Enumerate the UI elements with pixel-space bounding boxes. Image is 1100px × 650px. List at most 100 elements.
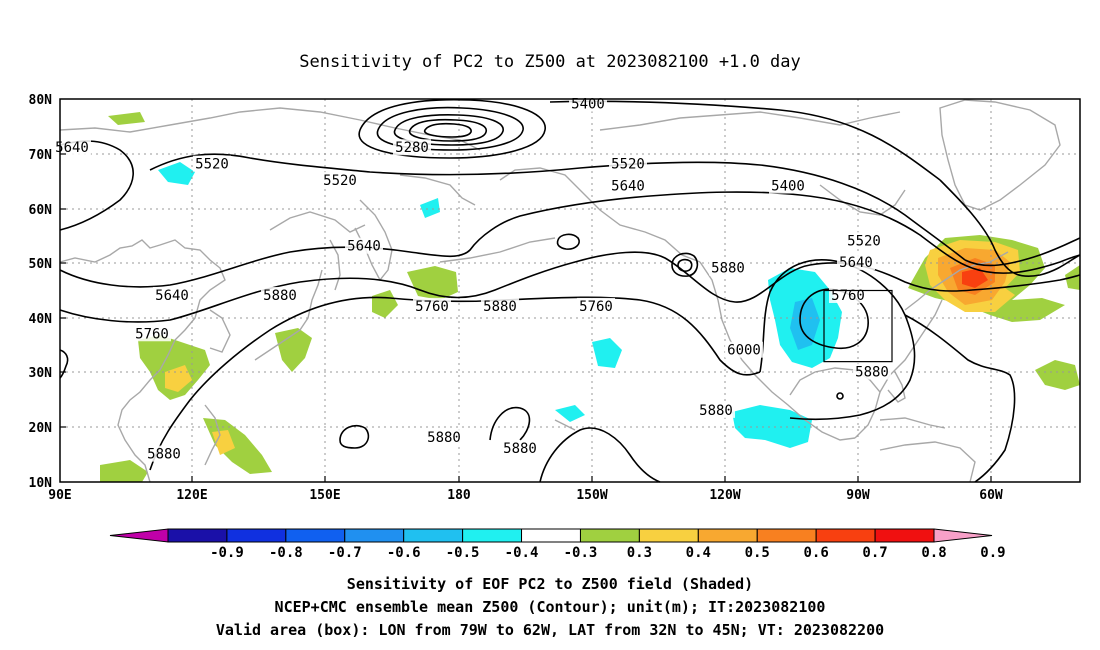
contour-label-bg — [609, 155, 647, 172]
contour-label-bg — [501, 440, 539, 457]
shading-0.8-canada — [962, 268, 988, 288]
coastline-hawaii — [554, 419, 576, 431]
coastline-north-america-east — [904, 251, 1009, 311]
coastline-north-america-west — [699, 261, 856, 441]
contour-5760-east — [971, 274, 1081, 291]
shading-0.4-south-china — [100, 460, 148, 482]
contour-6000-high — [799, 288, 869, 350]
colorbar-label: 0.9 — [980, 545, 1005, 561]
xtick-label: 90W — [846, 488, 870, 503]
colorbar-swatch — [344, 528, 405, 543]
colorbar-label: -0.7 — [328, 545, 362, 561]
contour-label-bg — [193, 155, 231, 172]
y-axis-labels: 80N 70N 60N 50N 40N 30N 20N 10N — [29, 93, 53, 491]
ytick-label: 50N — [29, 257, 53, 272]
xtick-label: 60W — [979, 488, 1003, 503]
shading-0.4-atlantic — [1035, 360, 1080, 390]
contour-label-bg — [345, 237, 383, 254]
contour-label: 5760 — [579, 299, 613, 315]
contour-label-bg — [481, 297, 519, 314]
shading-0.4-kuril — [407, 266, 458, 300]
colorbar-swatch — [579, 528, 640, 543]
shading-neg-0.3-central-pac — [555, 405, 585, 422]
colorbar-swatch — [462, 528, 523, 543]
contour-label-bg — [853, 363, 891, 380]
contour-label-bg — [845, 232, 883, 249]
contour-5280-inner3 — [409, 118, 487, 142]
coastline-east-asia — [59, 239, 226, 483]
contour-label: 5400 — [571, 96, 605, 112]
contour-5280-vortex — [358, 98, 546, 159]
contour-small-low-2 — [677, 258, 693, 272]
contour-labels: 5640 5520 5520 5280 5400 5520 5640 5400 5640 5640… — [53, 95, 891, 463]
ytick-label: 60N — [29, 203, 53, 218]
contour-label-bg — [393, 139, 431, 156]
contour-5640-main — [59, 191, 973, 288]
contour-5640-east — [971, 254, 1081, 274]
contour-label-bg — [133, 325, 171, 342]
map-frame — [59, 98, 1081, 483]
coastline-south-america — [879, 441, 976, 483]
contour-5880-tropics — [489, 406, 531, 441]
ytick-label: 30N — [29, 366, 53, 381]
contour-label: 5640 — [611, 179, 645, 195]
map-panel: 5640 5520 5520 5280 5400 5520 5640 5400 5640 5640… — [29, 93, 1081, 503]
contour-label: 5640 — [155, 288, 189, 304]
contour-label: 5760 — [135, 326, 169, 342]
contour-label: 5880 — [263, 288, 297, 304]
colorbar-swatch — [815, 528, 876, 543]
colorbar-swatch — [167, 528, 228, 543]
contour-label: 5880 — [503, 441, 537, 457]
contour-label-bg — [837, 254, 875, 271]
colorbar-label: 0.7 — [862, 545, 887, 561]
contour-label-bg — [709, 259, 747, 276]
shading-neg-0.3-mexico — [732, 405, 812, 448]
coastline-alaska — [499, 167, 701, 263]
contour-label-bg — [697, 401, 735, 418]
contour-5880-south — [539, 427, 661, 483]
contour-tiny-circle — [836, 392, 844, 400]
ytick-label: 40N — [29, 312, 53, 327]
coastline-arctic-canada — [599, 111, 901, 131]
contour-label: 5880 — [483, 299, 517, 315]
contour-label: 5520 — [611, 157, 645, 173]
valid-area-box — [823, 289, 893, 363]
positive-sensitivity-shading — [100, 112, 1080, 482]
contour-label-bg — [53, 139, 91, 156]
contour-label-bg — [321, 172, 359, 189]
shading-neg-0.3-aleutian — [158, 162, 195, 185]
colorbar-label: 0.8 — [921, 545, 946, 561]
contour-label: 5280 — [395, 140, 429, 156]
coastline-philippines — [204, 404, 221, 466]
contour-label-bg — [609, 177, 647, 194]
contour-label-bg — [725, 341, 763, 358]
colorbar-swatch — [756, 528, 817, 543]
contour-label: 5520 — [847, 233, 881, 249]
xtick-label: 180 — [447, 488, 471, 503]
contour-label-bg — [261, 286, 299, 303]
coastline-aleutians — [439, 237, 556, 263]
contour-small-low-1 — [671, 252, 699, 277]
shading-0.5-east-asia — [165, 365, 192, 392]
ytick-label: 70N — [29, 148, 53, 163]
contour-label: 5520 — [323, 173, 357, 189]
colorbar-swatch — [226, 528, 287, 543]
colorbar-label: -0.8 — [269, 545, 303, 561]
contour-label: 5520 — [195, 157, 229, 173]
contour-label-bg — [413, 297, 451, 314]
contour-5520-north — [149, 153, 966, 261]
contour-5880-high — [759, 259, 916, 421]
coastline-greenland — [939, 99, 1061, 211]
colorbar-label: -0.5 — [446, 545, 480, 561]
contour-5520-east — [964, 237, 1081, 267]
tick-marks — [60, 153, 992, 482]
xtick-label: 120W — [709, 488, 740, 503]
contour-5400-north — [549, 100, 941, 181]
contour-label: 5760 — [831, 288, 865, 304]
ytick-label: 80N — [29, 93, 53, 108]
ytick-label: 20N — [29, 421, 53, 436]
contour-left-edge — [59, 349, 69, 379]
colorbar-label: 0.6 — [804, 545, 829, 561]
contour-label: 5640 — [839, 255, 873, 271]
